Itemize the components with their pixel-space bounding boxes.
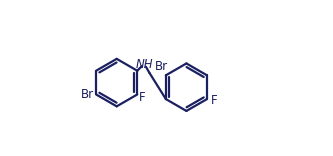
Text: F: F (210, 94, 217, 107)
Text: NH: NH (135, 58, 153, 71)
Text: F: F (139, 91, 145, 104)
Text: Br: Br (155, 60, 168, 73)
Text: Br: Br (81, 88, 94, 101)
